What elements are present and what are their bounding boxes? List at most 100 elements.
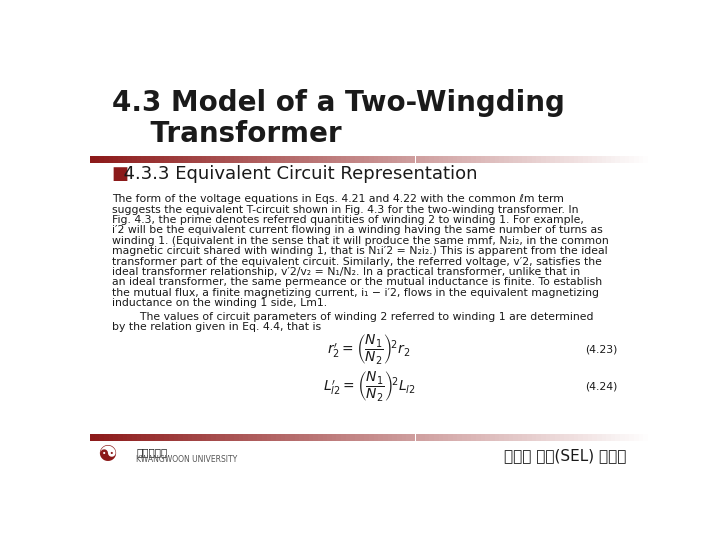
Text: $L_{l2}^{\prime} = \left(\dfrac{N_1}{N_2}\right)^{\!2} L_{l2}$: $L_{l2}^{\prime} = \left(\dfrac{N_1}{N_2… <box>323 369 415 403</box>
Bar <box>429 434 434 441</box>
Bar <box>150 157 155 163</box>
Text: winding 1. (Equivalent in the sense that it will produce the same mmf, N₂i₂, in : winding 1. (Equivalent in the sense that… <box>112 236 608 246</box>
Text: ideal transformer relationship, v′2/v₂ = N₁/N₂. In a practical transformer, unli: ideal transformer relationship, v′2/v₂ =… <box>112 267 580 277</box>
Bar <box>122 157 127 163</box>
Bar <box>179 157 183 163</box>
Bar <box>532 157 536 163</box>
Bar <box>294 434 300 441</box>
Bar <box>266 157 271 163</box>
Bar <box>639 157 644 163</box>
Bar <box>294 157 300 163</box>
Bar <box>346 434 351 441</box>
Bar <box>383 434 387 441</box>
Bar <box>420 434 425 441</box>
Bar <box>304 157 309 163</box>
Bar <box>434 434 438 441</box>
Bar <box>472 434 476 441</box>
Bar <box>546 157 550 163</box>
Bar <box>574 157 578 163</box>
Bar <box>536 157 541 163</box>
Bar <box>141 434 145 441</box>
Bar <box>457 157 462 163</box>
Bar <box>109 434 113 441</box>
Bar <box>611 434 616 441</box>
Bar <box>313 434 318 441</box>
Bar <box>495 434 499 441</box>
Bar <box>94 157 99 163</box>
Text: suggests the equivalent T-circuit shown in Fig. 4.3 for the two-winding transfor: suggests the equivalent T-circuit shown … <box>112 205 578 214</box>
Bar <box>438 157 444 163</box>
Bar <box>206 434 211 441</box>
Bar <box>634 434 639 441</box>
Bar <box>183 157 188 163</box>
Bar <box>550 157 555 163</box>
Bar <box>113 157 118 163</box>
Bar <box>127 157 132 163</box>
Bar <box>378 434 383 441</box>
Bar <box>304 434 309 441</box>
Bar <box>583 434 588 441</box>
Bar <box>606 434 611 441</box>
Bar <box>411 434 415 441</box>
Bar <box>616 157 620 163</box>
Bar <box>155 434 160 441</box>
Bar <box>597 434 601 441</box>
Text: Fig. 4.3, the prime denotes referred quantities of winding 2 to winding 1. For e: Fig. 4.3, the prime denotes referred qua… <box>112 215 584 225</box>
Bar <box>541 157 546 163</box>
Text: 시스템 공학(SEL) 연구실: 시스템 공학(SEL) 연구실 <box>504 448 626 463</box>
Bar <box>290 157 294 163</box>
Bar <box>258 434 262 441</box>
Bar <box>137 157 141 163</box>
Bar <box>495 157 499 163</box>
Bar <box>616 434 620 441</box>
Bar <box>597 157 601 163</box>
Bar <box>513 157 518 163</box>
Bar <box>527 157 532 163</box>
Bar <box>220 157 225 163</box>
Bar <box>262 434 266 441</box>
Bar <box>127 434 132 441</box>
Bar <box>392 434 397 441</box>
Text: (4.23): (4.23) <box>585 345 618 354</box>
Bar <box>160 434 164 441</box>
Bar <box>234 434 239 441</box>
Bar <box>639 434 644 441</box>
Bar <box>351 157 355 163</box>
Bar <box>411 157 415 163</box>
Bar <box>192 434 197 441</box>
Bar <box>369 157 374 163</box>
Bar <box>155 157 160 163</box>
Bar <box>145 157 150 163</box>
Bar <box>499 434 504 441</box>
Bar <box>309 157 313 163</box>
Bar <box>271 434 276 441</box>
Bar <box>211 157 215 163</box>
Bar <box>113 434 118 441</box>
Bar <box>620 157 625 163</box>
Bar <box>118 157 122 163</box>
Bar <box>300 434 304 441</box>
Bar <box>378 157 383 163</box>
Bar <box>211 434 215 441</box>
Bar <box>323 157 327 163</box>
Bar <box>508 157 513 163</box>
Bar <box>262 157 266 163</box>
Bar <box>518 434 523 441</box>
Bar <box>467 157 472 163</box>
Bar <box>281 157 285 163</box>
Text: inductance on the winding 1 side, Lm1.: inductance on the winding 1 side, Lm1. <box>112 298 327 308</box>
Bar <box>457 434 462 441</box>
Bar <box>634 157 639 163</box>
Bar <box>225 157 230 163</box>
Bar <box>290 434 294 441</box>
Bar <box>518 157 523 163</box>
Bar <box>309 434 313 441</box>
Bar <box>578 434 583 441</box>
Bar <box>243 157 248 163</box>
Bar <box>387 157 392 163</box>
Bar <box>122 434 127 441</box>
Bar <box>555 157 559 163</box>
Bar <box>462 157 467 163</box>
Bar <box>239 157 243 163</box>
Bar <box>109 157 113 163</box>
